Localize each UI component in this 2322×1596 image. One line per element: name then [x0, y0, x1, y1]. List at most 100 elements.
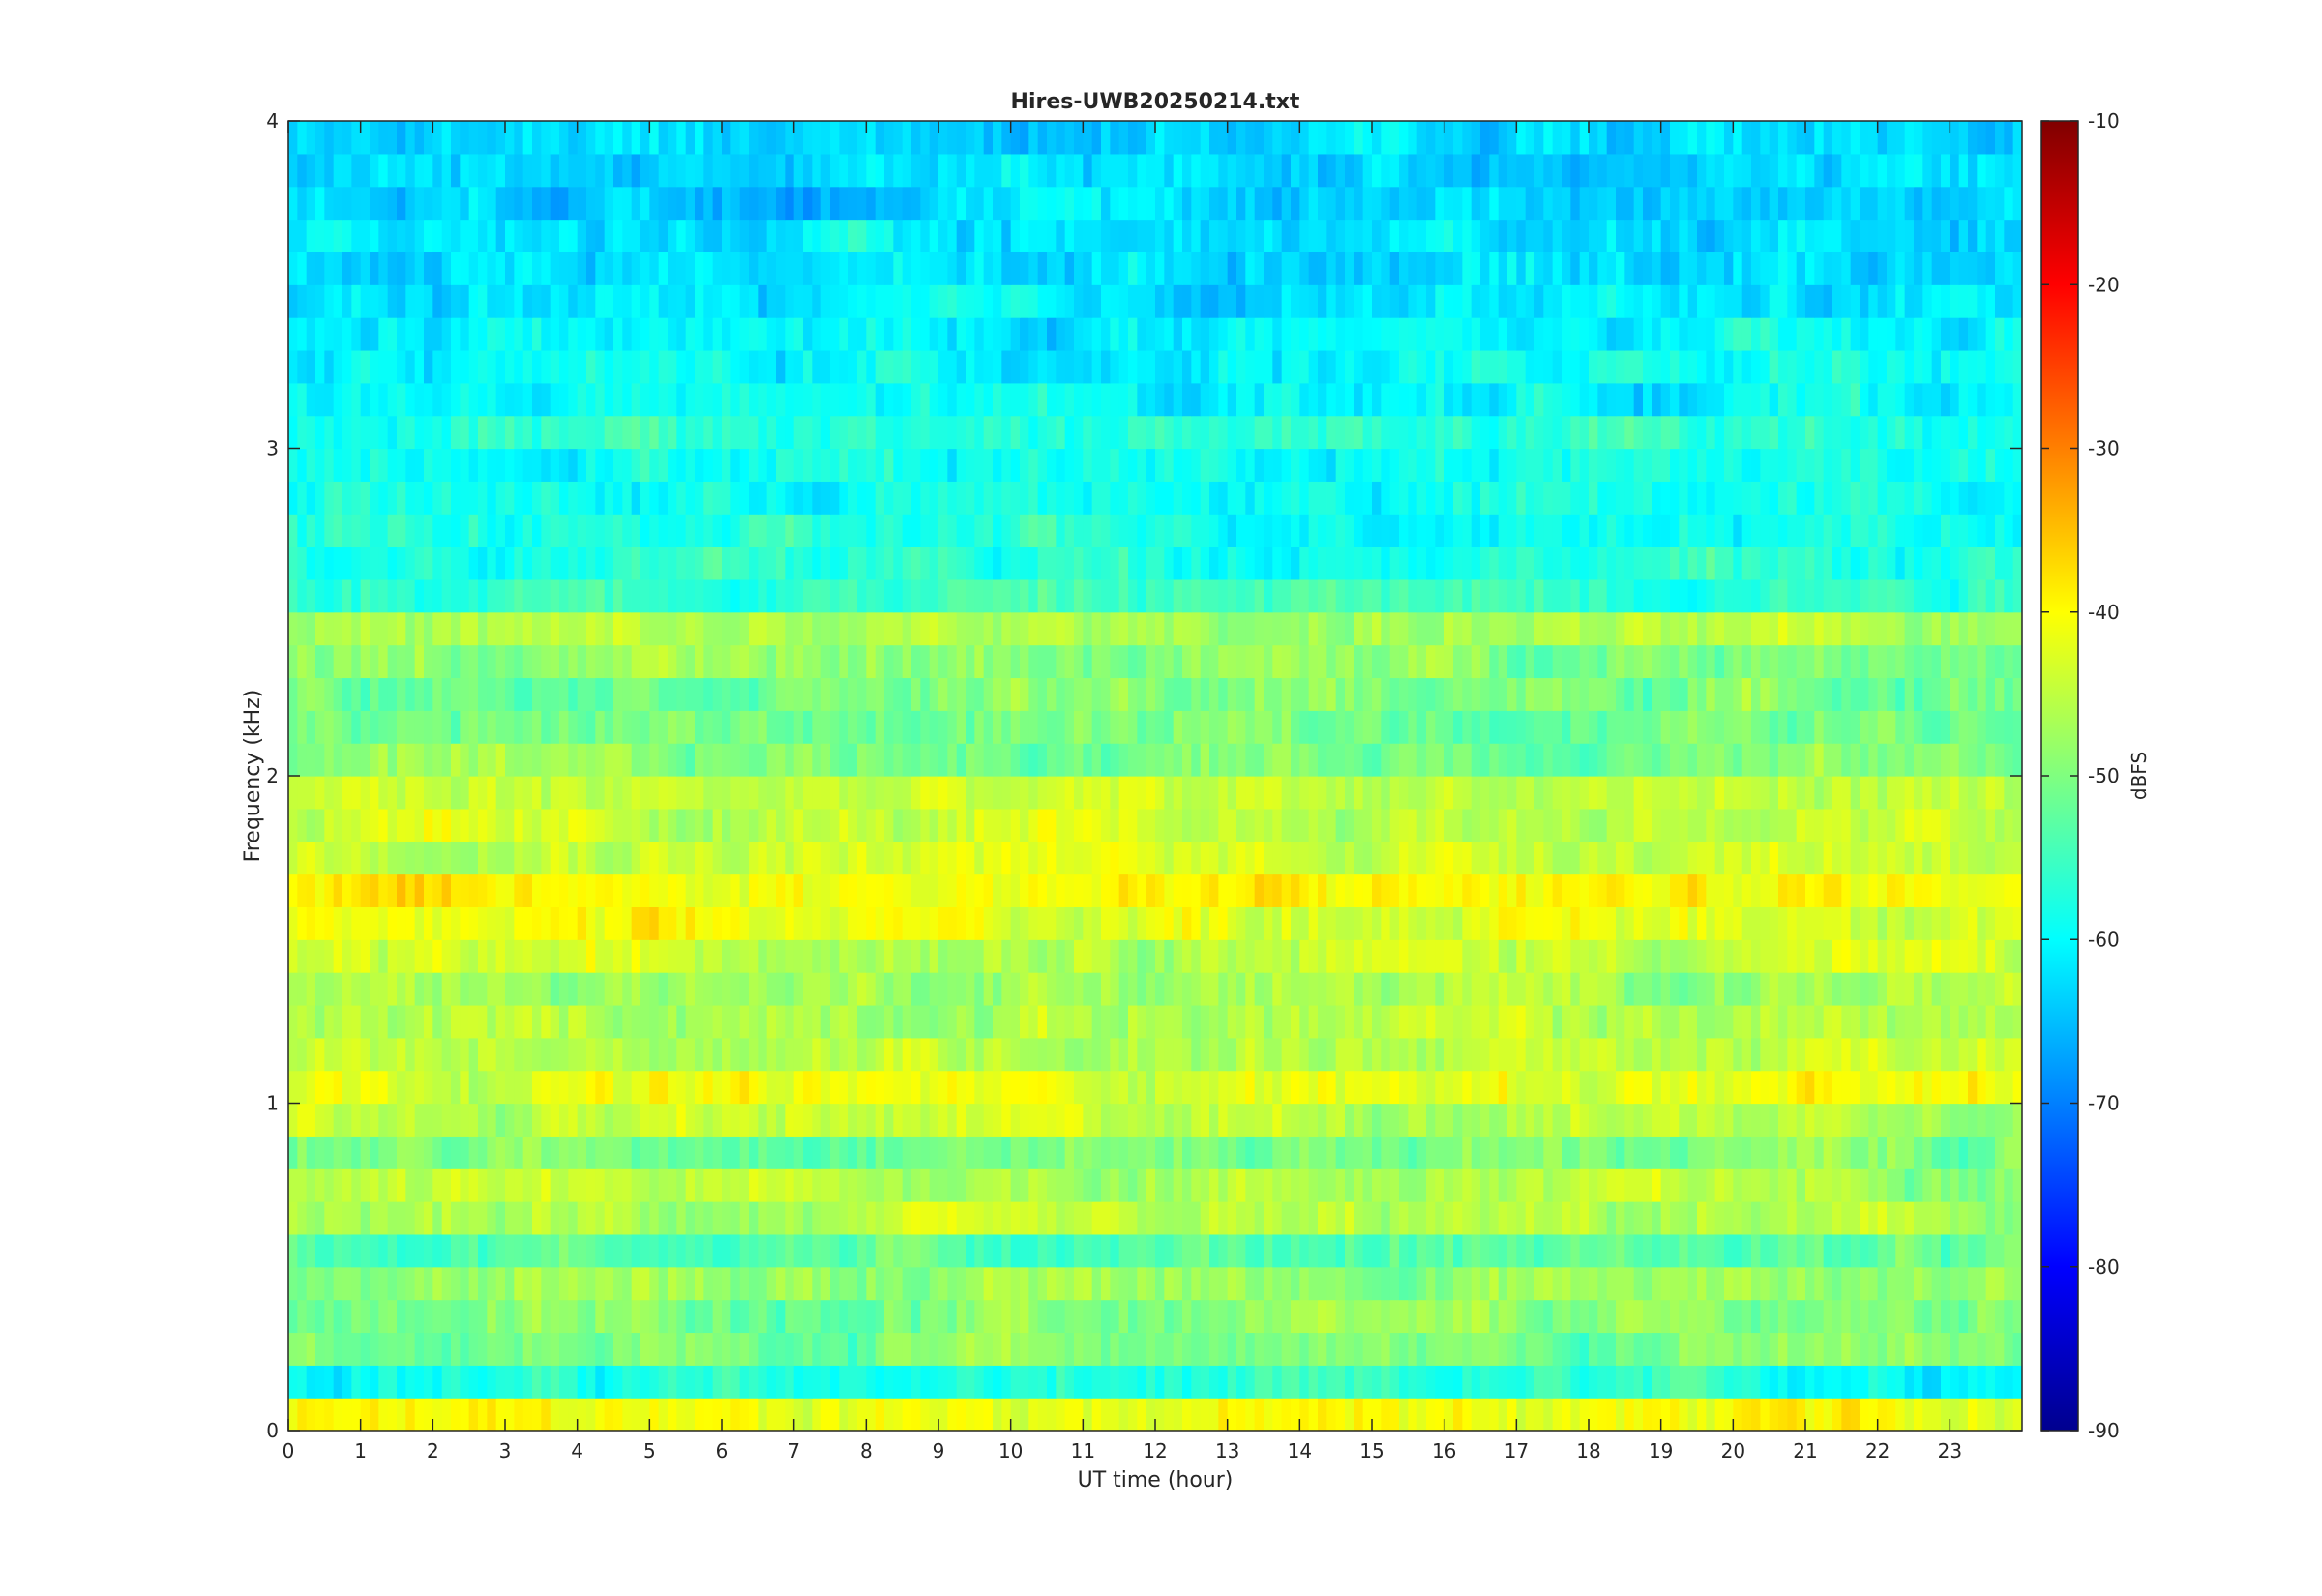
heatmap-cell [793, 1070, 804, 1105]
heatmap-cell [1426, 1332, 1436, 1366]
heatmap-cell [1128, 578, 1138, 613]
heatmap-cell [1453, 1365, 1463, 1399]
heatmap-cell [1850, 873, 1861, 907]
heatmap-cell [966, 1103, 975, 1137]
heatmap-cell [1444, 1004, 1454, 1039]
heatmap-cell [1660, 1398, 1671, 1431]
heatmap-cell [776, 1136, 786, 1169]
heatmap-cell [1091, 972, 1102, 1006]
heatmap-cell [1733, 1365, 1743, 1399]
heatmap-cell [947, 1168, 958, 1202]
heatmap-cell [631, 939, 641, 973]
heatmap-cell [1236, 1332, 1246, 1366]
heatmap-cell [875, 1004, 885, 1039]
heatmap-cell [884, 1365, 894, 1399]
heatmap-cell [929, 1103, 939, 1137]
heatmap-cell [1687, 1201, 1698, 1235]
heatmap-cell [1643, 939, 1652, 973]
heatmap-cell [1525, 873, 1535, 907]
heatmap-cell [830, 972, 840, 1006]
heatmap-cell [1832, 1266, 1842, 1301]
heatmap-cell [1308, 1233, 1319, 1268]
heatmap-cell [1408, 1299, 1418, 1334]
heatmap-cell [1236, 743, 1246, 777]
heatmap-cell [1633, 841, 1644, 875]
heatmap-cell [622, 611, 633, 646]
heatmap-cell [857, 1168, 867, 1202]
heatmap-cell [676, 1299, 687, 1334]
heatmap-cell [1408, 1332, 1418, 1366]
heatmap-cell [1245, 578, 1256, 613]
heatmap-cell [1841, 841, 1852, 875]
heatmap-cell [1318, 743, 1327, 777]
heatmap-cell [974, 939, 985, 973]
heatmap-cell [1814, 776, 1825, 810]
heatmap-cell [1895, 710, 1906, 744]
heatmap-cell [1471, 743, 1481, 777]
heatmap-cell [1498, 611, 1508, 646]
heatmap-cell [1227, 776, 1237, 810]
heatmap-cell [1616, 939, 1625, 973]
heatmap-cell [1823, 939, 1833, 973]
heatmap-cell [1562, 611, 1571, 646]
heatmap-cell [1173, 808, 1183, 842]
heatmap-cell [1985, 611, 1996, 646]
heatmap-cell [812, 1037, 822, 1072]
heatmap-cell [351, 1398, 362, 1431]
heatmap-cell [424, 1136, 433, 1169]
heatmap-cell [451, 1103, 461, 1137]
heatmap-cell [315, 841, 325, 875]
heatmap-cell [785, 841, 795, 875]
heatmap-cell [1335, 1103, 1346, 1137]
heatmap-cell [397, 1037, 406, 1072]
heatmap-cell [1155, 743, 1165, 777]
heatmap-cell [1254, 873, 1265, 907]
heatmap-cell [370, 1168, 379, 1202]
heatmap-cell [1652, 1004, 1662, 1039]
heatmap-cell [739, 644, 750, 679]
heatmap-cell [1589, 873, 1598, 907]
heatmap-cell [1462, 1103, 1473, 1137]
heatmap-cell [1787, 873, 1798, 907]
heatmap-cell [830, 1365, 840, 1399]
heatmap-cell [522, 1201, 533, 1235]
heatmap-cell [785, 1365, 795, 1399]
heatmap-cell [414, 939, 425, 973]
heatmap-cell [1308, 710, 1319, 744]
heatmap-cell [631, 776, 641, 810]
heatmap-cell [568, 1136, 579, 1169]
heatmap-cell [1525, 1201, 1535, 1235]
heatmap-cell [1579, 1004, 1590, 1039]
heatmap-cell [1056, 1266, 1066, 1301]
heatmap-cell [1064, 776, 1075, 810]
heatmap-cell [1299, 1332, 1310, 1366]
heatmap-cell [1426, 841, 1436, 875]
heatmap-cell [1670, 808, 1680, 842]
heatmap-cell [1525, 743, 1535, 777]
heatmap-cell [622, 1037, 633, 1072]
heatmap-cell [495, 677, 506, 711]
heatmap-cell [595, 743, 606, 777]
heatmap-cell [1146, 1233, 1156, 1268]
heatmap-cell [1860, 710, 1869, 744]
heatmap-cell [1670, 1398, 1680, 1431]
heatmap-cell [1264, 1136, 1273, 1169]
heatmap-cell [1308, 1201, 1319, 1235]
heatmap-cell [749, 1299, 759, 1334]
heatmap-cell [1796, 578, 1806, 613]
heatmap-cell [432, 677, 443, 711]
heatmap-cell [1318, 1004, 1327, 1039]
heatmap-cell [758, 939, 768, 973]
heatmap-cell [749, 1266, 759, 1301]
heatmap-cell [1697, 1398, 1707, 1431]
heatmap-cell [1020, 939, 1029, 973]
heatmap-cell [766, 939, 777, 973]
heatmap-cell [1209, 1266, 1219, 1301]
heatmap-cell [522, 1332, 533, 1366]
heatmap-cell [1922, 1037, 1933, 1072]
heatmap-cell [703, 873, 714, 907]
heatmap-cell [1056, 1398, 1066, 1431]
heatmap-cell [993, 808, 1002, 842]
heatmap-cell [1020, 1004, 1029, 1039]
heatmap-cell [1236, 677, 1246, 711]
